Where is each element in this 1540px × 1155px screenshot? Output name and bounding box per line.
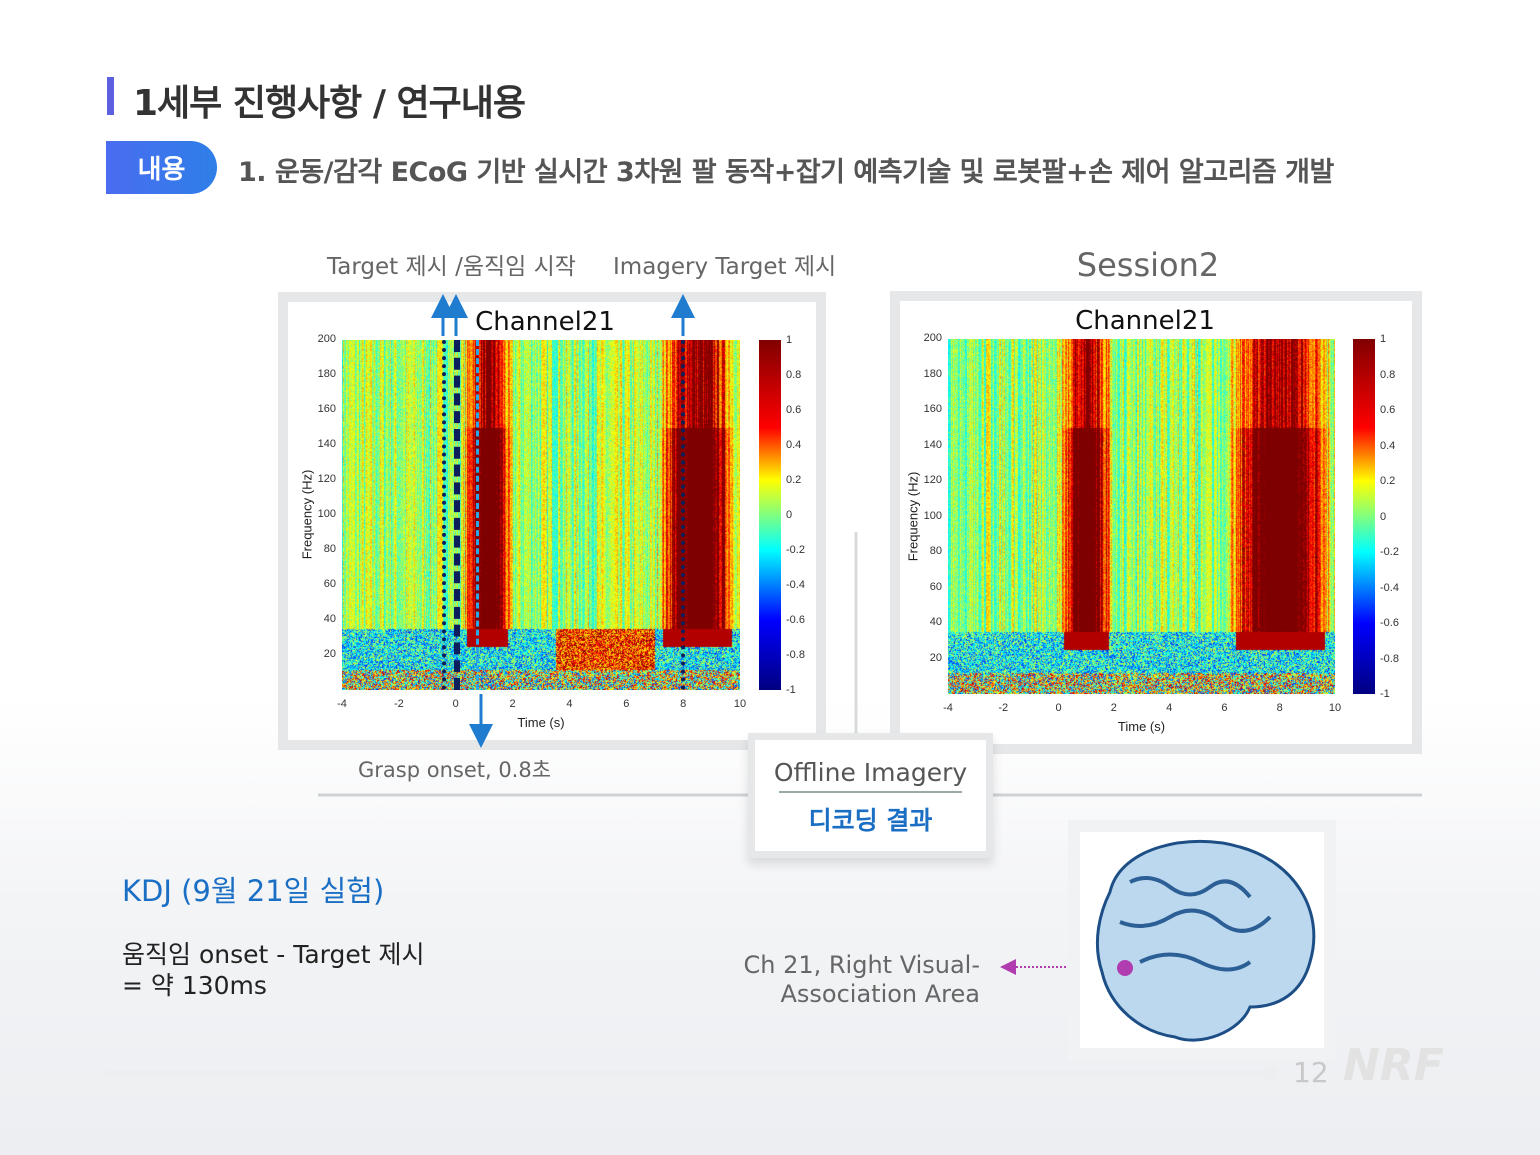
colorbar-tick-label: -0.2: [786, 544, 805, 556]
onset-note: 움직임 onset - Target 제시: [122, 940, 425, 969]
y-tick-label: 80: [323, 543, 336, 555]
x-tick-label: 2: [1110, 702, 1117, 714]
colorbar-tick-label: 0.4: [1380, 439, 1396, 452]
x-tick-label: 8: [1276, 702, 1283, 714]
x-tick-label: 4: [1166, 702, 1173, 714]
heatmap-canvas: [948, 339, 1335, 694]
nrf-logo: NRF: [1343, 1040, 1444, 1091]
heatmap-canvas: [342, 340, 740, 690]
colorbar-tick-label: -1: [786, 684, 796, 696]
y-tick-label: 80: [929, 545, 942, 557]
onset-value: = 약 130ms: [122, 971, 267, 1000]
page-title: 1세부 진행사항 / 연구내용: [133, 83, 526, 124]
colorbar-tick-label: -1: [1380, 688, 1390, 700]
y-tick-label: 100: [923, 509, 942, 522]
x-tick-label: 0: [1055, 702, 1062, 714]
y-tick-label: 120: [317, 473, 336, 485]
brain-image: [1068, 820, 1336, 1060]
x-axis-label: Time (s): [517, 715, 565, 730]
y-tick-label: 140: [317, 438, 336, 450]
target-label: Target 제시 /움직임 시작: [327, 254, 576, 280]
area-label: Association Area: [780, 980, 980, 1008]
colorbar: [1353, 339, 1375, 694]
colorbar: [759, 340, 781, 690]
colorbar-tick-label: -0.8: [1380, 652, 1399, 665]
y-tick-label: 160: [317, 403, 336, 415]
experiment-heading: KDJ (9월 21일 실험): [122, 874, 385, 908]
offline-imagery-box: Offline Imagery 디코딩 결과: [748, 733, 993, 858]
colorbar-tick-label: 0.4: [786, 439, 802, 451]
colorbar-tick-label: 0: [786, 509, 793, 521]
x-tick-label: 6: [1221, 702, 1228, 714]
colorbar-tick-label: -0.4: [1380, 581, 1399, 594]
y-tick-label: 100: [317, 508, 336, 520]
y-tick-label: 180: [317, 368, 336, 380]
colorbar-tick-label: -0.2: [1380, 546, 1399, 558]
section-subtitle: 1. 운동/감각 ECoG 기반 실시간 3차원 팔 동작+잡기 예측기술 및 …: [238, 157, 1334, 188]
grasp-onset-label: Grasp onset, 0.8초: [358, 758, 552, 782]
event-marker-line: [681, 340, 686, 690]
page-number: 12: [1293, 1056, 1329, 1089]
colorbar-tick-label: -0.6: [786, 614, 805, 626]
x-tick-label: -2: [998, 702, 1009, 714]
x-tick-label: 0: [452, 698, 459, 710]
event-marker-line: [453, 340, 460, 690]
y-tick-label: 40: [323, 613, 336, 625]
colorbar-tick-label: -0.6: [1380, 617, 1399, 629]
channel-label: Ch 21, Right Visual-: [743, 951, 980, 979]
session-heading: Session2: [1076, 246, 1220, 284]
imagery-label: Imagery Target 제시: [613, 254, 837, 280]
x-tick-label: -4: [337, 698, 347, 710]
y-tick-label: 160: [923, 403, 942, 415]
y-tick-label: 180: [923, 367, 942, 380]
colorbar-tick-label: 0.2: [1380, 475, 1396, 487]
y-tick-label: 20: [929, 651, 942, 664]
y-tick-label: 200: [317, 333, 336, 345]
event-marker-line: [442, 340, 447, 690]
y-tick-label: 60: [929, 580, 942, 593]
content-badge: 내용: [106, 141, 217, 194]
colorbar-tick-label: -0.8: [786, 649, 805, 661]
colorbar-tick-label: -0.4: [786, 579, 805, 591]
x-axis-label: Time (s): [1117, 719, 1166, 734]
title-accent-bar: [107, 77, 114, 115]
chart-title: Channel21: [475, 307, 615, 337]
x-tick-label: 10: [1328, 702, 1342, 714]
y-tick-label: 60: [323, 578, 336, 590]
x-tick-label: -2: [393, 698, 404, 710]
brain-icon: [1095, 839, 1316, 1042]
colorbar-tick-label: 0.8: [1380, 368, 1396, 381]
x-tick-label: 2: [509, 698, 516, 710]
x-tick-label: 8: [680, 698, 687, 710]
x-tick-label: -4: [943, 702, 953, 714]
x-tick-label: 4: [566, 698, 573, 710]
colorbar-tick-label: 0: [1380, 510, 1387, 523]
y-tick-label: 40: [929, 616, 942, 628]
y-tick-label: 120: [923, 474, 942, 486]
event-marker-line: [476, 340, 480, 690]
colorbar-tick-label: 1: [786, 334, 793, 346]
chart-title: Channel21: [1075, 306, 1215, 336]
y-tick-label: 140: [923, 438, 942, 451]
offline-line2: 디코딩 결과: [808, 806, 933, 835]
y-tick-label: 200: [923, 332, 942, 344]
x-tick-label: 10: [733, 698, 747, 710]
colorbar-tick-label: 1: [1380, 333, 1387, 345]
x-tick-label: 6: [623, 698, 630, 710]
colorbar-tick-label: 0.6: [786, 404, 802, 416]
ch21-marker: [1117, 960, 1133, 976]
offline-line1: Offline Imagery: [773, 758, 968, 787]
colorbar-tick-label: 0.8: [786, 369, 802, 381]
colorbar-tick-label: 0.2: [786, 474, 802, 486]
y-tick-label: 20: [323, 648, 336, 660]
colorbar-tick-label: 0.6: [1380, 404, 1396, 416]
